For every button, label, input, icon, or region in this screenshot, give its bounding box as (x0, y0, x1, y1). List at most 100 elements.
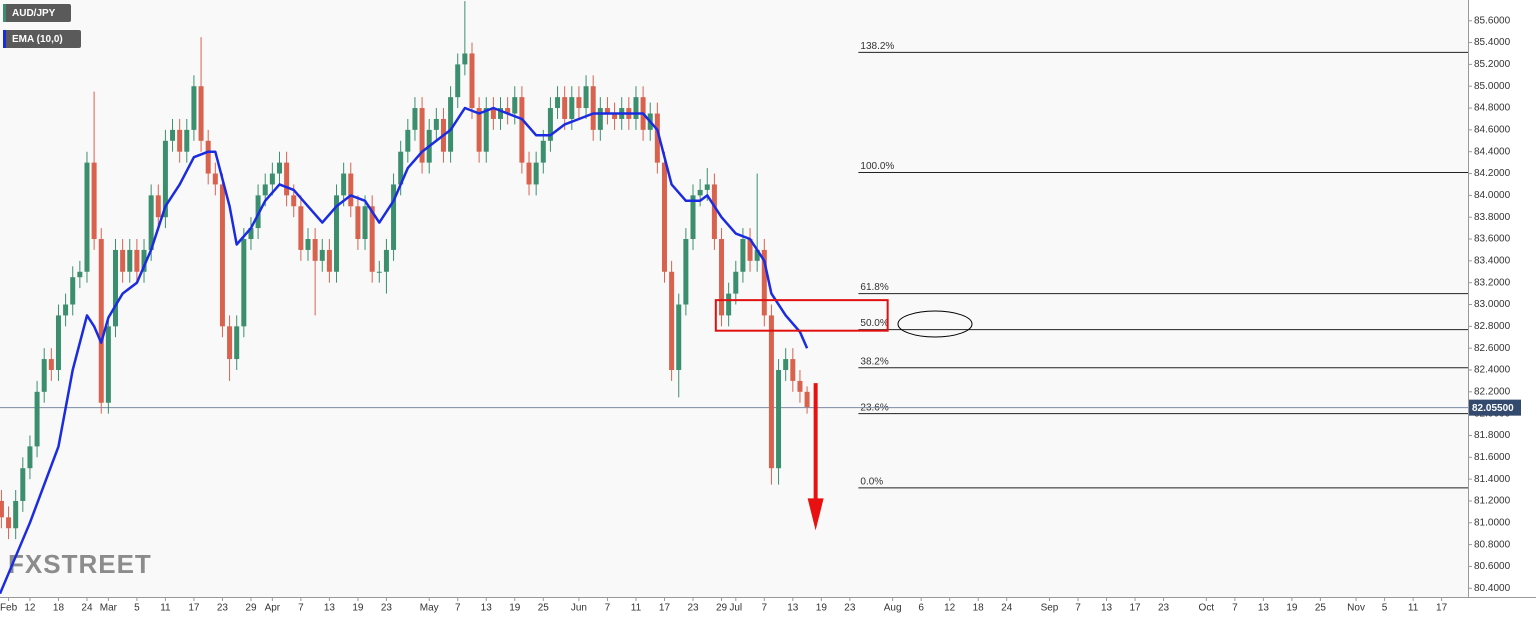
x-tick-label: 19 (352, 603, 364, 614)
candle-body (376, 271, 382, 273)
x-tick-label: 17 (659, 603, 671, 614)
y-tick-label: 85.4000 (1474, 37, 1511, 48)
candle-body (198, 86, 204, 141)
candle-body (348, 173, 354, 207)
y-tick-label: 82.6000 (1474, 343, 1511, 354)
x-tick-label: Jul (729, 603, 742, 614)
legend-swatch (3, 4, 6, 22)
candle-body (63, 304, 69, 316)
candle-body (84, 162, 90, 272)
candle-body (697, 189, 703, 196)
fib-label: 50.0% (860, 318, 888, 329)
candle-body (234, 326, 240, 360)
candle-body (298, 206, 304, 250)
candle-body (555, 97, 561, 109)
candle-body (747, 239, 753, 261)
x-tick-label: 23 (844, 603, 856, 614)
candle-body (448, 97, 454, 152)
candle-body (6, 517, 12, 529)
candle-body (483, 108, 489, 152)
candle-body (533, 162, 539, 185)
candle-body (41, 359, 47, 392)
fib-label: 100.0% (860, 161, 894, 172)
x-tick-label: 12 (24, 603, 36, 614)
candle-body (369, 206, 375, 272)
y-tick-label: 81.6000 (1474, 452, 1511, 463)
x-tick-label: 7 (1075, 603, 1081, 614)
candle-body (804, 391, 810, 408)
candle-body (469, 53, 475, 109)
candle-body (419, 108, 425, 163)
y-tick-label: 83.0000 (1474, 299, 1511, 310)
candle-body (455, 64, 461, 98)
y-tick-label: 84.2000 (1474, 168, 1511, 179)
candle-body (761, 249, 767, 316)
candle-body (733, 271, 739, 294)
candle-body (433, 118, 439, 130)
candle-body (134, 249, 140, 272)
x-tick-label: Mar (100, 603, 118, 614)
candle-body (498, 108, 504, 119)
x-tick-label: 19 (509, 603, 521, 614)
candle-body (683, 239, 689, 305)
candle-body (205, 140, 211, 174)
x-tick-label: 7 (605, 603, 611, 614)
x-tick-label: 17 (1129, 603, 1141, 614)
candle-body (162, 140, 168, 218)
candle-body (141, 249, 147, 272)
x-tick-label: 19 (1286, 603, 1298, 614)
candle-body (177, 129, 183, 152)
candle-body (776, 369, 782, 469)
y-tick-label: 84.4000 (1474, 146, 1511, 157)
x-tick-label: Nov (1347, 603, 1365, 614)
candle-body (704, 184, 710, 190)
y-tick-label: 82.4000 (1474, 365, 1511, 376)
candle-body (540, 140, 546, 163)
candle-body (711, 184, 717, 240)
candle-body (669, 271, 675, 370)
candle-body (690, 195, 696, 240)
legend: AUD/JPY EMA (10,0) (3, 4, 81, 48)
x-tick-label: 11 (1408, 603, 1419, 614)
candle-body (120, 249, 126, 272)
x-tick-label: 23 (1158, 603, 1170, 614)
candle-body (219, 184, 225, 327)
candle-body (13, 500, 19, 529)
candle-body (726, 293, 732, 316)
x-tick-label: 17 (188, 603, 200, 614)
legend-swatch (3, 30, 6, 48)
x-tick-label: 24 (81, 603, 93, 614)
candle-body (20, 468, 26, 501)
candle-body (241, 239, 247, 327)
candle-body (590, 86, 596, 130)
x-tick-label: 11 (160, 603, 171, 614)
candle-body (505, 108, 511, 114)
ema-line (0, 106, 809, 595)
candle-body (48, 359, 54, 370)
candle-body (334, 195, 340, 272)
candle-body (248, 228, 254, 240)
current-price-badge (1469, 399, 1521, 416)
candle-body (562, 97, 568, 119)
candle-body (291, 195, 297, 207)
zone-box (714, 299, 889, 332)
candle-body (462, 53, 468, 65)
candle-body (77, 271, 83, 278)
x-tick-label: 5 (134, 603, 140, 614)
candle-body (305, 239, 311, 250)
x-tick-label: 19 (816, 603, 828, 614)
candle-body (398, 151, 404, 185)
x-tick-label: 25 (1315, 603, 1327, 614)
candle-body (576, 97, 582, 109)
candle-body (612, 113, 618, 119)
candle-body (269, 173, 275, 185)
y-tick-label: 85.0000 (1474, 81, 1511, 92)
x-tick-label: 25 (538, 603, 550, 614)
y-tick-label: 80.6000 (1474, 561, 1511, 572)
legend-box (3, 4, 71, 22)
candle-body (27, 446, 33, 469)
candle-body (362, 206, 368, 240)
x-tick-label: 11 (631, 603, 642, 614)
y-tick-label: 85.6000 (1474, 15, 1511, 26)
candle-body (148, 195, 154, 250)
